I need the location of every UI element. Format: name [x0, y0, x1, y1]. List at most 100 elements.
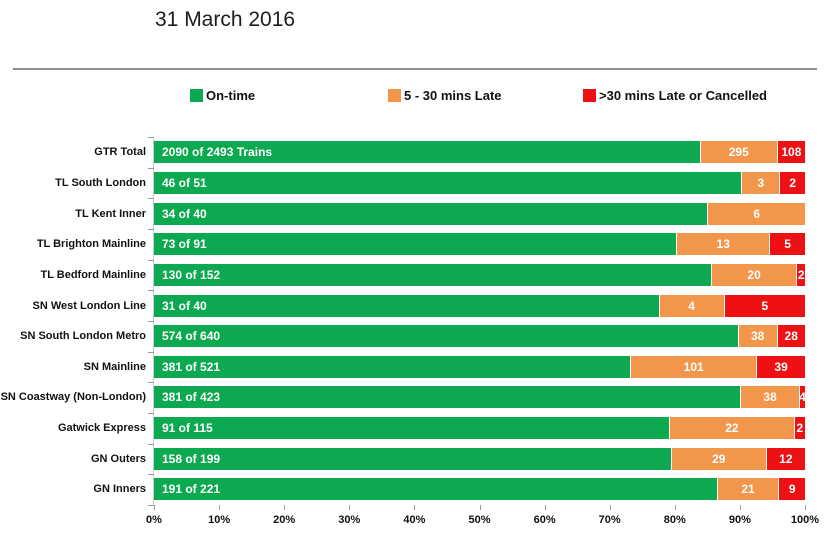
bar-segment-ontime: 34 of 40 — [154, 202, 708, 225]
bar-row: GN Outers 158 of 199 29 12 — [0, 443, 830, 474]
row-label: TL South London — [55, 176, 146, 189]
y-axis-tick — [148, 351, 154, 353]
x-axis-tick — [219, 505, 221, 510]
bar-value-label: 22 — [725, 421, 739, 436]
row-label: SN Mainline — [83, 360, 146, 373]
bar-track: 34 of 40 6 — [154, 202, 805, 225]
row-label: SN South London Metro — [20, 330, 146, 343]
bar-value-label: 29 — [712, 451, 726, 466]
bar-track: 91 of 115 22 2 — [154, 417, 805, 440]
x-axis-label: 70% — [598, 514, 621, 526]
bar-value-label: 4 — [799, 390, 806, 405]
bar-segment-ontime: 73 of 91 — [154, 233, 677, 256]
bar-segment-ontime: 158 of 199 — [154, 447, 671, 470]
x-axis-tick — [805, 505, 806, 510]
bar-row: GN Inners 191 of 221 21 9 — [0, 474, 830, 505]
bar-value-label: 73 of 91 — [162, 237, 207, 252]
bar-row: Gatwick Express 91 of 115 22 2 — [0, 413, 830, 444]
y-axis-tick — [148, 443, 154, 445]
bar-track: 381 of 423 38 4 — [154, 386, 806, 409]
x-axis-label: 50% — [468, 514, 491, 526]
row-label: GTR Total — [94, 146, 146, 159]
bar-value-label: 191 of 221 — [162, 482, 221, 497]
bar-track: 574 of 640 38 28 — [154, 325, 805, 348]
bar-row: SN Mainline 381 of 521 101 39 — [0, 351, 830, 382]
bar-value-label: 20 — [747, 267, 761, 282]
bar-value-label: 91 of 115 — [162, 421, 213, 436]
bar-segment-cancelled: 5 — [769, 233, 805, 256]
bar-rows: GTR Total 2090 of 2493 Trains 295 108 TL Sou… — [0, 137, 830, 505]
bar-value-label: 39 — [774, 359, 788, 374]
bar-value-label: 3 — [757, 175, 765, 190]
x-axis-label: 0% — [146, 514, 162, 526]
bar-track: 381 of 521 101 39 — [154, 355, 805, 378]
bar-track: 31 of 40 4 5 — [154, 294, 805, 317]
bar-segment-ontime: 381 of 423 — [154, 386, 741, 409]
bar-value-label: 6 — [753, 206, 760, 221]
row-label: SN Coastway (Non-London) — [0, 391, 146, 404]
bar-value-label: 5 — [784, 237, 791, 252]
bar-track: 73 of 91 13 5 — [154, 233, 805, 256]
bar-segment-late: 4 — [658, 294, 724, 317]
bar-value-label: 38 — [763, 390, 777, 405]
row-label: Gatwick Express — [57, 422, 146, 435]
x-axis-label: 30% — [338, 514, 361, 526]
x-axis-tick — [479, 505, 481, 510]
bar-segment-late: 38 — [737, 325, 777, 348]
bar-value-label: 46 of 51 — [162, 175, 207, 190]
x-axis-label: 10% — [208, 514, 231, 526]
bar-segment-late: 21 — [716, 478, 779, 501]
bar-segment-late: 20 — [710, 263, 797, 286]
x-axis-tick — [154, 505, 155, 510]
bar-value-label: 2 — [797, 267, 805, 282]
y-axis-tick — [148, 412, 154, 414]
bar-value-label: 295 — [728, 145, 749, 160]
bar-value-label: 21 — [741, 482, 755, 497]
y-axis-tick — [148, 474, 154, 476]
bar-value-label: 5 — [761, 298, 769, 313]
x-axis-tick — [674, 505, 676, 510]
y-axis-tick — [148, 137, 154, 138]
y-axis-tick — [148, 167, 154, 169]
x-axis-tick — [349, 505, 351, 510]
x-axis-label: 40% — [403, 514, 426, 526]
bar-value-label: 130 of 152 — [162, 267, 221, 282]
y-axis-tick — [148, 198, 154, 200]
x-axis-tick — [284, 505, 286, 510]
bar-value-label: 28 — [784, 329, 798, 344]
x-axis-label: 100% — [790, 514, 820, 526]
bar-segment-cancelled: 28 — [776, 325, 805, 348]
legend-label: 5 - 30 mins Late — [404, 88, 502, 103]
x-axis-label: 20% — [273, 514, 296, 526]
bar-segment-late: 101 — [630, 355, 757, 378]
bar-row: TL South London 46 of 51 3 2 — [0, 168, 830, 199]
bar-track: 130 of 152 20 2 — [154, 263, 805, 286]
bar-segment-ontime: 574 of 640 — [154, 325, 738, 348]
bar-segment-ontime: 381 of 521 — [154, 355, 631, 378]
row-label: TL Bedford Mainline — [40, 268, 146, 281]
bar-track: 191 of 221 21 9 — [154, 478, 805, 501]
x-axis-label: 80% — [663, 514, 686, 526]
legend-item-late: 5 - 30 mins Late — [388, 88, 502, 103]
bar-segment-ontime: 130 of 152 — [154, 263, 711, 286]
bar-track: 2090 of 2493 Trains 295 108 — [154, 141, 805, 164]
row-label: GN Inners — [93, 483, 146, 496]
late-swatch-icon — [388, 89, 401, 102]
legend-label: On-time — [206, 88, 256, 103]
bar-segment-late: 3 — [741, 171, 780, 194]
x-axis: 0% 10% 20% 30% 40% 50% 60% 70% 80% 90% 100% — [146, 505, 819, 535]
bar-segment-cancelled: 108 — [776, 141, 805, 164]
legend-label: >30 mins Late or Cancelled — [599, 88, 767, 103]
bar-value-label: 158 of 199 — [162, 451, 221, 466]
bar-row: GTR Total 2090 of 2493 Trains 295 108 — [0, 137, 830, 168]
bar-segment-late: 22 — [669, 417, 794, 440]
row-label: SN West London Line — [32, 299, 146, 312]
bar-segment-late: 38 — [740, 386, 799, 409]
legend-item-cancelled: >30 mins Late or Cancelled — [583, 88, 767, 103]
bar-value-label: 2090 of 2493 Trains — [162, 145, 273, 160]
bar-segment-cancelled: 2 — [796, 263, 805, 286]
bar-value-label: 2 — [796, 421, 804, 436]
bar-value-label: 2 — [789, 175, 797, 190]
bar-value-label: 101 — [683, 359, 704, 374]
